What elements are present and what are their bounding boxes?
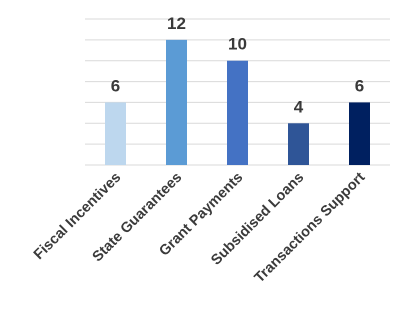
bar bbox=[227, 60, 248, 165]
bar bbox=[105, 102, 126, 165]
bar bbox=[349, 102, 370, 165]
data-label: 4 bbox=[294, 97, 304, 116]
data-label: 10 bbox=[228, 35, 247, 54]
value-labels: 6 12 10 4 6 bbox=[111, 14, 364, 116]
category-tick-label: Transactions Support bbox=[252, 169, 369, 286]
bars bbox=[105, 39, 370, 165]
bar bbox=[288, 123, 309, 165]
data-label: 6 bbox=[355, 76, 364, 95]
bar bbox=[166, 39, 187, 165]
data-label: 12 bbox=[167, 14, 186, 33]
data-label: 6 bbox=[111, 76, 120, 95]
